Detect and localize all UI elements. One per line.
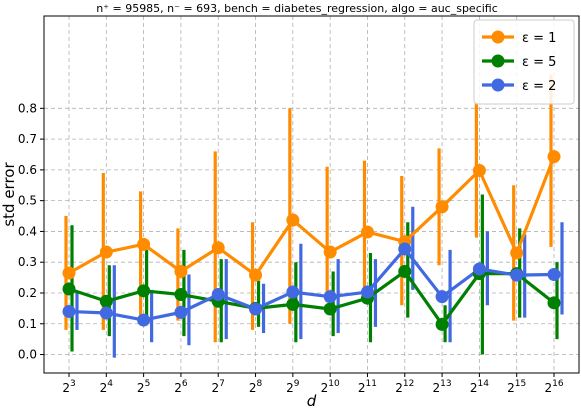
data-point bbox=[62, 266, 76, 280]
data-point bbox=[510, 268, 524, 282]
y-tick-label: 0.6 bbox=[18, 163, 37, 177]
data-point bbox=[99, 245, 113, 259]
x-tick-label: 28 bbox=[249, 379, 263, 395]
data-point bbox=[360, 285, 374, 299]
y-tick-label: 0.0 bbox=[18, 348, 37, 362]
data-point bbox=[547, 296, 561, 310]
x-tick-label: 26 bbox=[174, 379, 188, 395]
data-point bbox=[249, 302, 263, 316]
legend-swatch-marker bbox=[491, 30, 505, 44]
data-point bbox=[99, 294, 113, 308]
x-tick-label: 212 bbox=[395, 379, 414, 395]
data-point bbox=[211, 288, 225, 302]
x-tick-label: 29 bbox=[286, 379, 300, 395]
x-tick-label: 27 bbox=[212, 379, 225, 395]
data-point bbox=[547, 268, 561, 282]
data-point bbox=[137, 237, 151, 251]
data-point bbox=[510, 246, 524, 260]
data-point bbox=[174, 305, 188, 319]
x-tick-label: 25 bbox=[137, 379, 150, 395]
grid bbox=[44, 16, 579, 373]
series-markers bbox=[62, 150, 561, 331]
data-point bbox=[286, 213, 300, 227]
y-tick-label: 0.3 bbox=[18, 255, 37, 269]
legend-label: ε = 2 bbox=[522, 79, 556, 94]
x-tick-label: 23 bbox=[62, 379, 75, 395]
y-tick-label: 0.7 bbox=[18, 132, 37, 146]
data-point bbox=[174, 288, 188, 302]
data-point bbox=[137, 284, 151, 298]
data-point bbox=[249, 268, 263, 282]
legend: ε = 1 ε = 5 ε = 2 bbox=[473, 19, 575, 105]
y-tick-label: 0.5 bbox=[18, 194, 37, 208]
data-point bbox=[547, 150, 561, 164]
data-point bbox=[472, 163, 486, 177]
data-point bbox=[286, 297, 300, 311]
data-point bbox=[99, 306, 113, 320]
plot-frame bbox=[43, 15, 580, 374]
data-point bbox=[62, 282, 76, 296]
legend-swatch-marker bbox=[491, 78, 505, 92]
y-tick-label: 0.1 bbox=[18, 317, 37, 331]
data-point bbox=[62, 304, 76, 318]
x-tick-label: 24 bbox=[100, 379, 114, 395]
data-point bbox=[174, 264, 188, 278]
data-point bbox=[286, 285, 300, 299]
data-point bbox=[323, 290, 337, 304]
data-point bbox=[211, 241, 225, 255]
y-tick-label: 0.8 bbox=[18, 101, 37, 115]
x-tick-label: 215 bbox=[507, 379, 526, 395]
data-point bbox=[435, 317, 449, 331]
y-axis-ticks: 0.0 0.1 0.2 0.3 0.4 0.5 0.6 0.7 0.8 bbox=[18, 101, 44, 362]
data-point bbox=[435, 200, 449, 214]
legend-swatch-marker bbox=[491, 54, 505, 68]
legend-label: ε = 1 bbox=[522, 31, 556, 46]
x-tick-label: 216 bbox=[544, 379, 563, 395]
x-axis-label: d bbox=[307, 392, 317, 410]
chart-title: n⁺ = 95985, n⁻ = 693, bench = diabetes_r… bbox=[96, 2, 498, 15]
y-axis-label: std error bbox=[0, 162, 18, 227]
data-point bbox=[360, 225, 374, 239]
data-point bbox=[323, 302, 337, 316]
data-point bbox=[472, 262, 486, 276]
x-tick-label: 211 bbox=[358, 379, 377, 395]
data-point bbox=[398, 264, 412, 278]
y-tick-label: 0.2 bbox=[18, 286, 37, 300]
y-tick-label: 0.4 bbox=[18, 224, 37, 238]
data-point bbox=[323, 245, 337, 259]
data-point bbox=[435, 290, 449, 304]
data-point bbox=[398, 242, 412, 256]
x-tick-label: 214 bbox=[470, 379, 489, 395]
data-point bbox=[137, 313, 151, 327]
legend-label: ε = 5 bbox=[522, 55, 556, 70]
x-tick-label: 210 bbox=[321, 379, 340, 395]
x-tick-label: 213 bbox=[433, 379, 452, 395]
series-line bbox=[68, 156, 556, 277]
